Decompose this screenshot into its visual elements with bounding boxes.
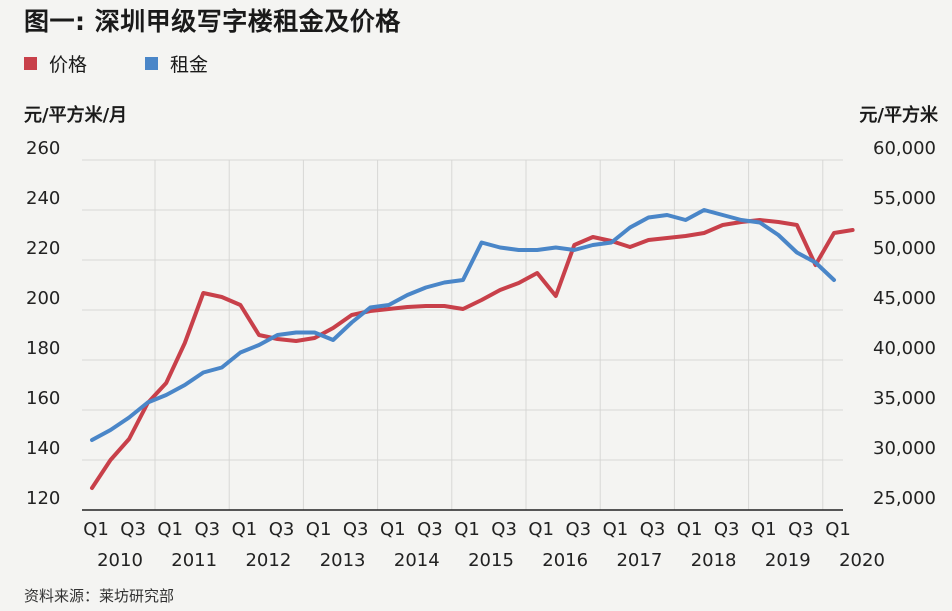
y-left-tick-label: 260 xyxy=(26,138,60,159)
series-line-price xyxy=(90,218,855,490)
x-year-label: 2014 xyxy=(394,550,440,571)
source-note: 资料来源：莱坊研究部 xyxy=(24,587,175,605)
x-year-label: 2018 xyxy=(691,550,737,571)
x-year-label: 2020 xyxy=(839,550,885,571)
y-right-tick-label: 40,000 xyxy=(873,338,936,359)
y-left-tick-label: 140 xyxy=(26,438,60,459)
y-right-tick-label: 30,000 xyxy=(873,438,936,459)
legend-label-price: 价格 xyxy=(49,54,88,76)
x-quarter-tick-label: Q1 xyxy=(825,519,851,540)
x-quarter-tick-label: Q3 xyxy=(269,519,295,540)
legend-item-price: 价格 xyxy=(24,50,87,77)
y-right-tick-label: 45,000 xyxy=(873,288,936,309)
y-axis-right-label: 元/平方米 xyxy=(859,105,938,126)
legend-swatch-rent xyxy=(145,57,159,70)
y-left-tick-label: 180 xyxy=(26,338,60,359)
y-left-tick-label: 160 xyxy=(26,388,60,409)
x-quarter-tick-label: Q1 xyxy=(306,519,332,540)
x-quarter-tick-label: Q1 xyxy=(528,519,554,540)
x-quarter-tick-label: Q3 xyxy=(417,519,443,540)
x-quarter-tick-label: Q1 xyxy=(677,519,703,540)
y-left-tick-label: 240 xyxy=(26,188,60,209)
x-quarter-tick-label: Q1 xyxy=(232,519,258,540)
x-year-label: 2011 xyxy=(171,550,217,571)
x-year-label: 2012 xyxy=(245,550,291,571)
x-year-label: 2010 xyxy=(97,550,143,571)
x-year-label: 2015 xyxy=(468,550,514,571)
legend-label-rent: 租金 xyxy=(170,54,209,76)
series-line-rent xyxy=(90,208,836,442)
x-quarter-tick-label: Q3 xyxy=(120,519,146,540)
x-quarter-tick-label: Q1 xyxy=(83,519,109,540)
x-quarter-tick-label: Q1 xyxy=(751,519,777,540)
chart-title: 图一: 深圳甲级写字楼租金及价格 xyxy=(24,7,401,36)
x-quarter-tick-label: Q3 xyxy=(565,519,591,540)
x-quarter-tick-label: Q3 xyxy=(343,519,369,540)
x-quarter-tick-label: Q3 xyxy=(788,519,814,540)
x-quarter-tick-label: Q3 xyxy=(491,519,517,540)
x-year-label: 2013 xyxy=(320,550,366,571)
x-year-label: 2017 xyxy=(616,550,662,571)
x-quarter-tick-label: Q1 xyxy=(380,519,406,540)
y-right-tick-label: 25,000 xyxy=(873,488,936,509)
y-left-tick-label: 120 xyxy=(26,488,60,509)
x-quarter-tick-label: Q3 xyxy=(640,519,666,540)
x-quarter-tick-label: Q3 xyxy=(194,519,220,540)
x-quarter-tick-label: Q1 xyxy=(157,519,183,540)
y-right-tick-label: 35,000 xyxy=(873,388,936,409)
y-axis-left-label: 元/平方米/月 xyxy=(24,105,128,126)
y-right-tick-label: 55,000 xyxy=(873,188,936,209)
legend-item-rent: 租金 xyxy=(145,50,208,77)
y-right-tick-label: 50,000 xyxy=(873,238,936,259)
x-year-label: 2016 xyxy=(542,550,588,571)
y-left-tick-label: 220 xyxy=(26,238,60,259)
x-quarter-tick-label: Q1 xyxy=(454,519,480,540)
x-year-label: 2019 xyxy=(765,550,811,571)
legend: 价格 租金 xyxy=(24,50,266,77)
y-left-tick-label: 200 xyxy=(26,288,60,309)
y-right-tick-label: 60,000 xyxy=(873,138,936,159)
legend-swatch-price xyxy=(24,57,37,70)
x-quarter-tick-label: Q1 xyxy=(603,519,629,540)
x-quarter-tick-label: Q3 xyxy=(714,519,740,540)
